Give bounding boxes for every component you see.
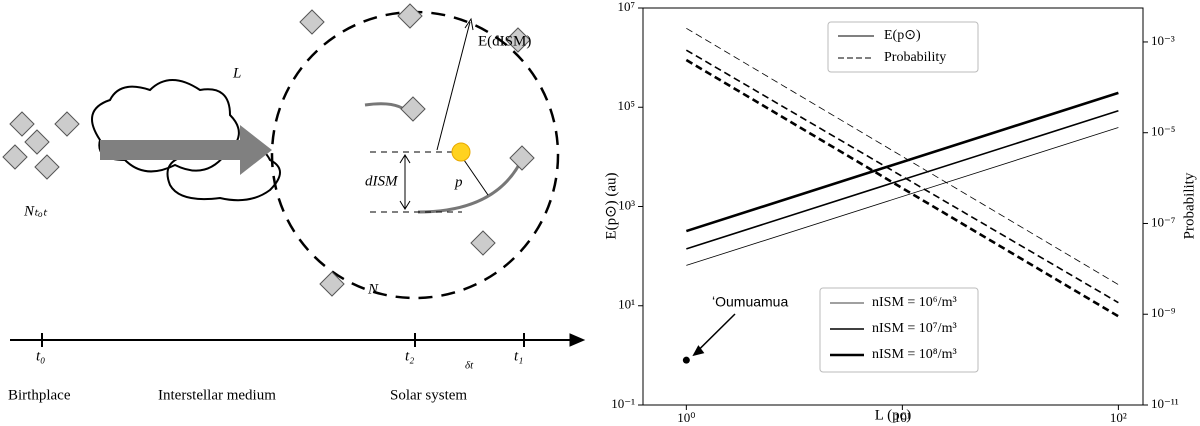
legend-frame	[819, 287, 979, 373]
expected-distance-line	[685, 91, 1119, 233]
probability-line	[686, 27, 1119, 285]
legend-label: nISM = 10⁸/m³	[872, 347, 957, 362]
label: L	[232, 65, 241, 81]
sun	[451, 142, 471, 162]
legend-label: nISM = 10⁷/m³	[872, 321, 957, 336]
legend-label: E(p⊙)	[884, 28, 921, 43]
y2-tick-label: 10⁻⁷	[1151, 214, 1175, 229]
y2-tick-label: 10⁻⁵	[1151, 124, 1175, 139]
label: δt	[465, 360, 474, 372]
expected-distance-line	[686, 127, 1119, 266]
arrowhead	[399, 154, 411, 210]
y-tick-label: 10¹	[618, 297, 635, 312]
label: E(dISM)	[478, 33, 531, 49]
timeline-arrow	[569, 333, 586, 347]
arrow	[100, 125, 272, 175]
legend-label: nISM = 10⁶/m³	[872, 295, 957, 310]
label: t₂	[405, 348, 414, 364]
y-axis-label: E(p⊙) (au)	[603, 172, 619, 239]
y-tick-label: 10³	[618, 197, 635, 212]
annotation: ʻOumuamua	[712, 294, 788, 310]
x-tick-label: 10²	[1110, 410, 1127, 425]
label: t₁	[514, 348, 523, 364]
legend-frame	[827, 21, 979, 73]
particles	[2, 3, 535, 297]
label: N	[367, 281, 379, 297]
y2-tick-label: 10⁻³	[1151, 33, 1175, 48]
y-tick-label: 10⁵	[617, 98, 635, 113]
oumuamua-point	[682, 356, 690, 364]
annotation-arrow	[693, 313, 736, 355]
diagram	[2, 3, 586, 347]
label: Solar system	[390, 387, 467, 403]
label: t₀	[36, 348, 45, 364]
label: p	[454, 174, 463, 190]
legend-label: Probability	[884, 50, 946, 65]
x-tick-label: 10⁰	[677, 410, 695, 425]
probability-line	[685, 49, 1119, 304]
cloud	[91, 79, 240, 173]
trajectory	[417, 156, 525, 214]
y-tick-label: 10⁷	[617, 0, 635, 14]
expected-distance-line	[686, 109, 1119, 250]
label: Nₜₒₜ	[23, 203, 48, 219]
probability-line	[685, 58, 1120, 318]
x-tick-label: 10¹	[894, 410, 911, 425]
label: Birthplace	[8, 387, 71, 403]
label: dISM	[365, 173, 399, 189]
arrow	[463, 159, 489, 196]
annotation-arrowhead	[692, 345, 705, 357]
y2-axis-label: Probability	[1181, 172, 1197, 239]
x-axis-label: L (pc)	[875, 407, 912, 423]
arrow	[436, 21, 471, 151]
arrowhead	[464, 17, 474, 31]
y2-tick-label: 10⁻⁹	[1151, 305, 1176, 320]
y-tick-label: 10⁻¹	[611, 396, 635, 411]
y2-tick-label: 10⁻¹¹	[1151, 396, 1179, 411]
label: Interstellar medium	[158, 387, 276, 403]
